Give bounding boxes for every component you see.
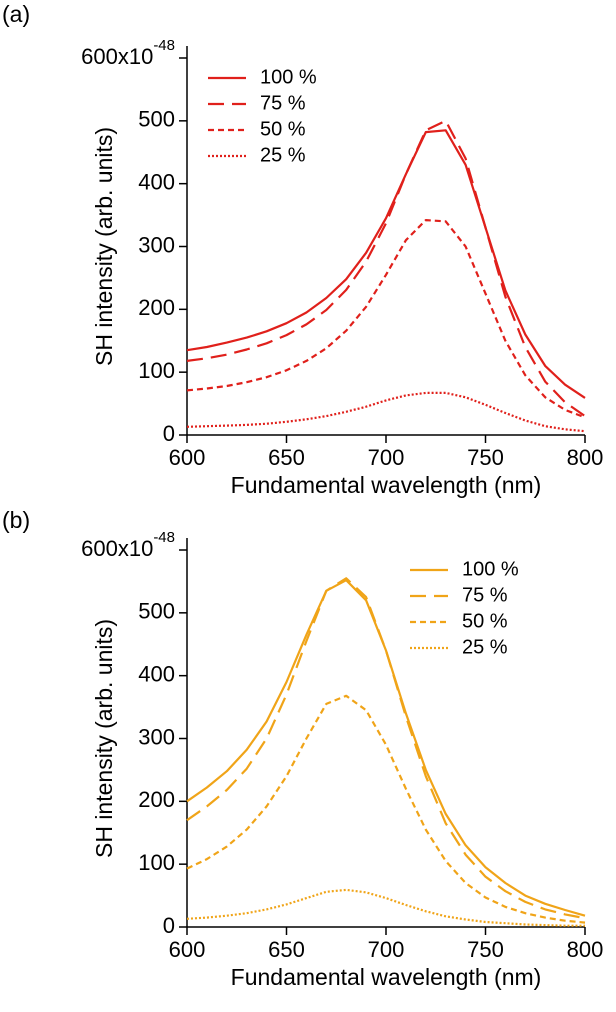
y-tick-label-base: 600x10	[81, 536, 153, 561]
y-tick-label: 600x10-48	[81, 37, 175, 69]
legend-label: 100 %	[260, 66, 317, 88]
legend-label: 25 %	[462, 636, 508, 658]
series-line	[186, 694, 586, 924]
y-tick-label: 100	[138, 358, 175, 383]
y-axis-label: SH intensity (arb. units)	[91, 619, 117, 858]
y-tick-label: 400	[138, 661, 175, 686]
y-tick-label-exponent: -48	[153, 529, 175, 546]
y-tick-label: 300	[138, 232, 175, 257]
legend-label: 25 %	[260, 144, 306, 166]
y-tick-label: 600x10-48	[81, 529, 175, 561]
legend-label: 50 %	[462, 610, 508, 632]
series-line	[186, 577, 586, 920]
legend-label: 75 %	[260, 92, 306, 114]
y-tick-label: 300	[138, 724, 175, 749]
series-line	[186, 219, 586, 419]
y-tick-label-exponent: -48	[153, 37, 175, 54]
y-tick-label: 200	[138, 787, 175, 812]
x-tick-label: 600	[169, 937, 206, 962]
series-line	[186, 391, 586, 433]
y-tick-label: 0	[163, 913, 175, 938]
panel-label: (a)	[2, 1, 30, 27]
x-tick-label: 800	[567, 445, 604, 470]
panel-label: (b)	[2, 507, 30, 533]
x-tick-label: 700	[368, 937, 405, 962]
y-tick-label: 100	[138, 850, 175, 875]
x-tick-label: 600	[169, 445, 206, 470]
legend-label: 75 %	[462, 584, 508, 606]
y-tick-label-base: 600x10	[81, 44, 153, 69]
x-axis-label: Fundamental wavelength (nm)	[231, 964, 542, 990]
series-line	[186, 579, 586, 917]
legend-label: 50 %	[260, 118, 306, 140]
series-line	[186, 119, 586, 418]
x-tick-label: 800	[567, 937, 604, 962]
y-tick-label: 500	[138, 107, 175, 132]
x-tick-label: 750	[467, 937, 504, 962]
y-tick-label: 500	[138, 599, 175, 624]
x-tick-label: 650	[268, 937, 305, 962]
x-tick-label: 750	[467, 445, 504, 470]
y-axis-label: SH intensity (arb. units)	[91, 127, 117, 366]
y-tick-label: 0	[163, 421, 175, 446]
legend-label: 100 %	[462, 558, 519, 580]
y-tick-label: 400	[138, 169, 175, 194]
x-tick-label: 700	[368, 445, 405, 470]
y-tick-label: 200	[138, 295, 175, 320]
series-line	[186, 129, 586, 399]
x-tick-label: 650	[268, 445, 305, 470]
x-axis-label: Fundamental wavelength (nm)	[231, 472, 542, 498]
